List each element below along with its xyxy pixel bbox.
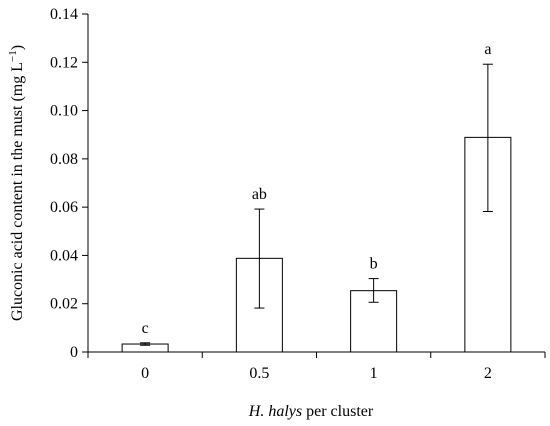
y-tick-label: 0.06 (50, 199, 78, 216)
y-tick-label: 0.10 (50, 103, 78, 120)
x-axis (87, 351, 546, 358)
category-label-0.5: 0.5 (249, 365, 269, 382)
significance-label-2: a (484, 41, 491, 58)
y-axis-title-main: Gluconic acid content in the must (mg L (9, 62, 26, 321)
y-tick-label: 0.12 (50, 54, 78, 71)
y-tick-label: 0.02 (50, 296, 78, 313)
category-label-0: 0 (141, 365, 149, 382)
y-axis-title-sup: −1 (7, 50, 19, 62)
x-axis-title-rest: per cluster (302, 403, 374, 420)
bars (121, 136, 512, 353)
x-axis-title-italic: H. halys (248, 403, 302, 420)
significance-label-0.5: ab (252, 186, 267, 203)
significance-label-0: c (142, 320, 149, 337)
y-ticks: 0 0.02 0.04 0.06 0.08 0.10 0.12 0.14 (50, 6, 88, 361)
category-labels: 0 0.5 1 2 (141, 365, 492, 382)
y-tick-label: 0.14 (50, 6, 78, 23)
category-label-2: 2 (484, 365, 492, 382)
y-tick-label: 0.08 (50, 151, 78, 168)
error-bars (140, 63, 493, 346)
significance-label-1: b (370, 256, 378, 273)
bar-1 (350, 290, 398, 353)
category-label-1: 1 (370, 365, 378, 382)
y-axis-title-close: ) (9, 45, 26, 50)
x-axis-title: H. halys per cluster (248, 403, 374, 420)
y-tick-label: 0 (70, 344, 78, 361)
y-tick-label: 0.04 (50, 247, 78, 264)
y-axis-title: Gluconic acid content in the must (mg L−… (7, 45, 26, 321)
significance-labels: c ab b a (142, 41, 492, 337)
